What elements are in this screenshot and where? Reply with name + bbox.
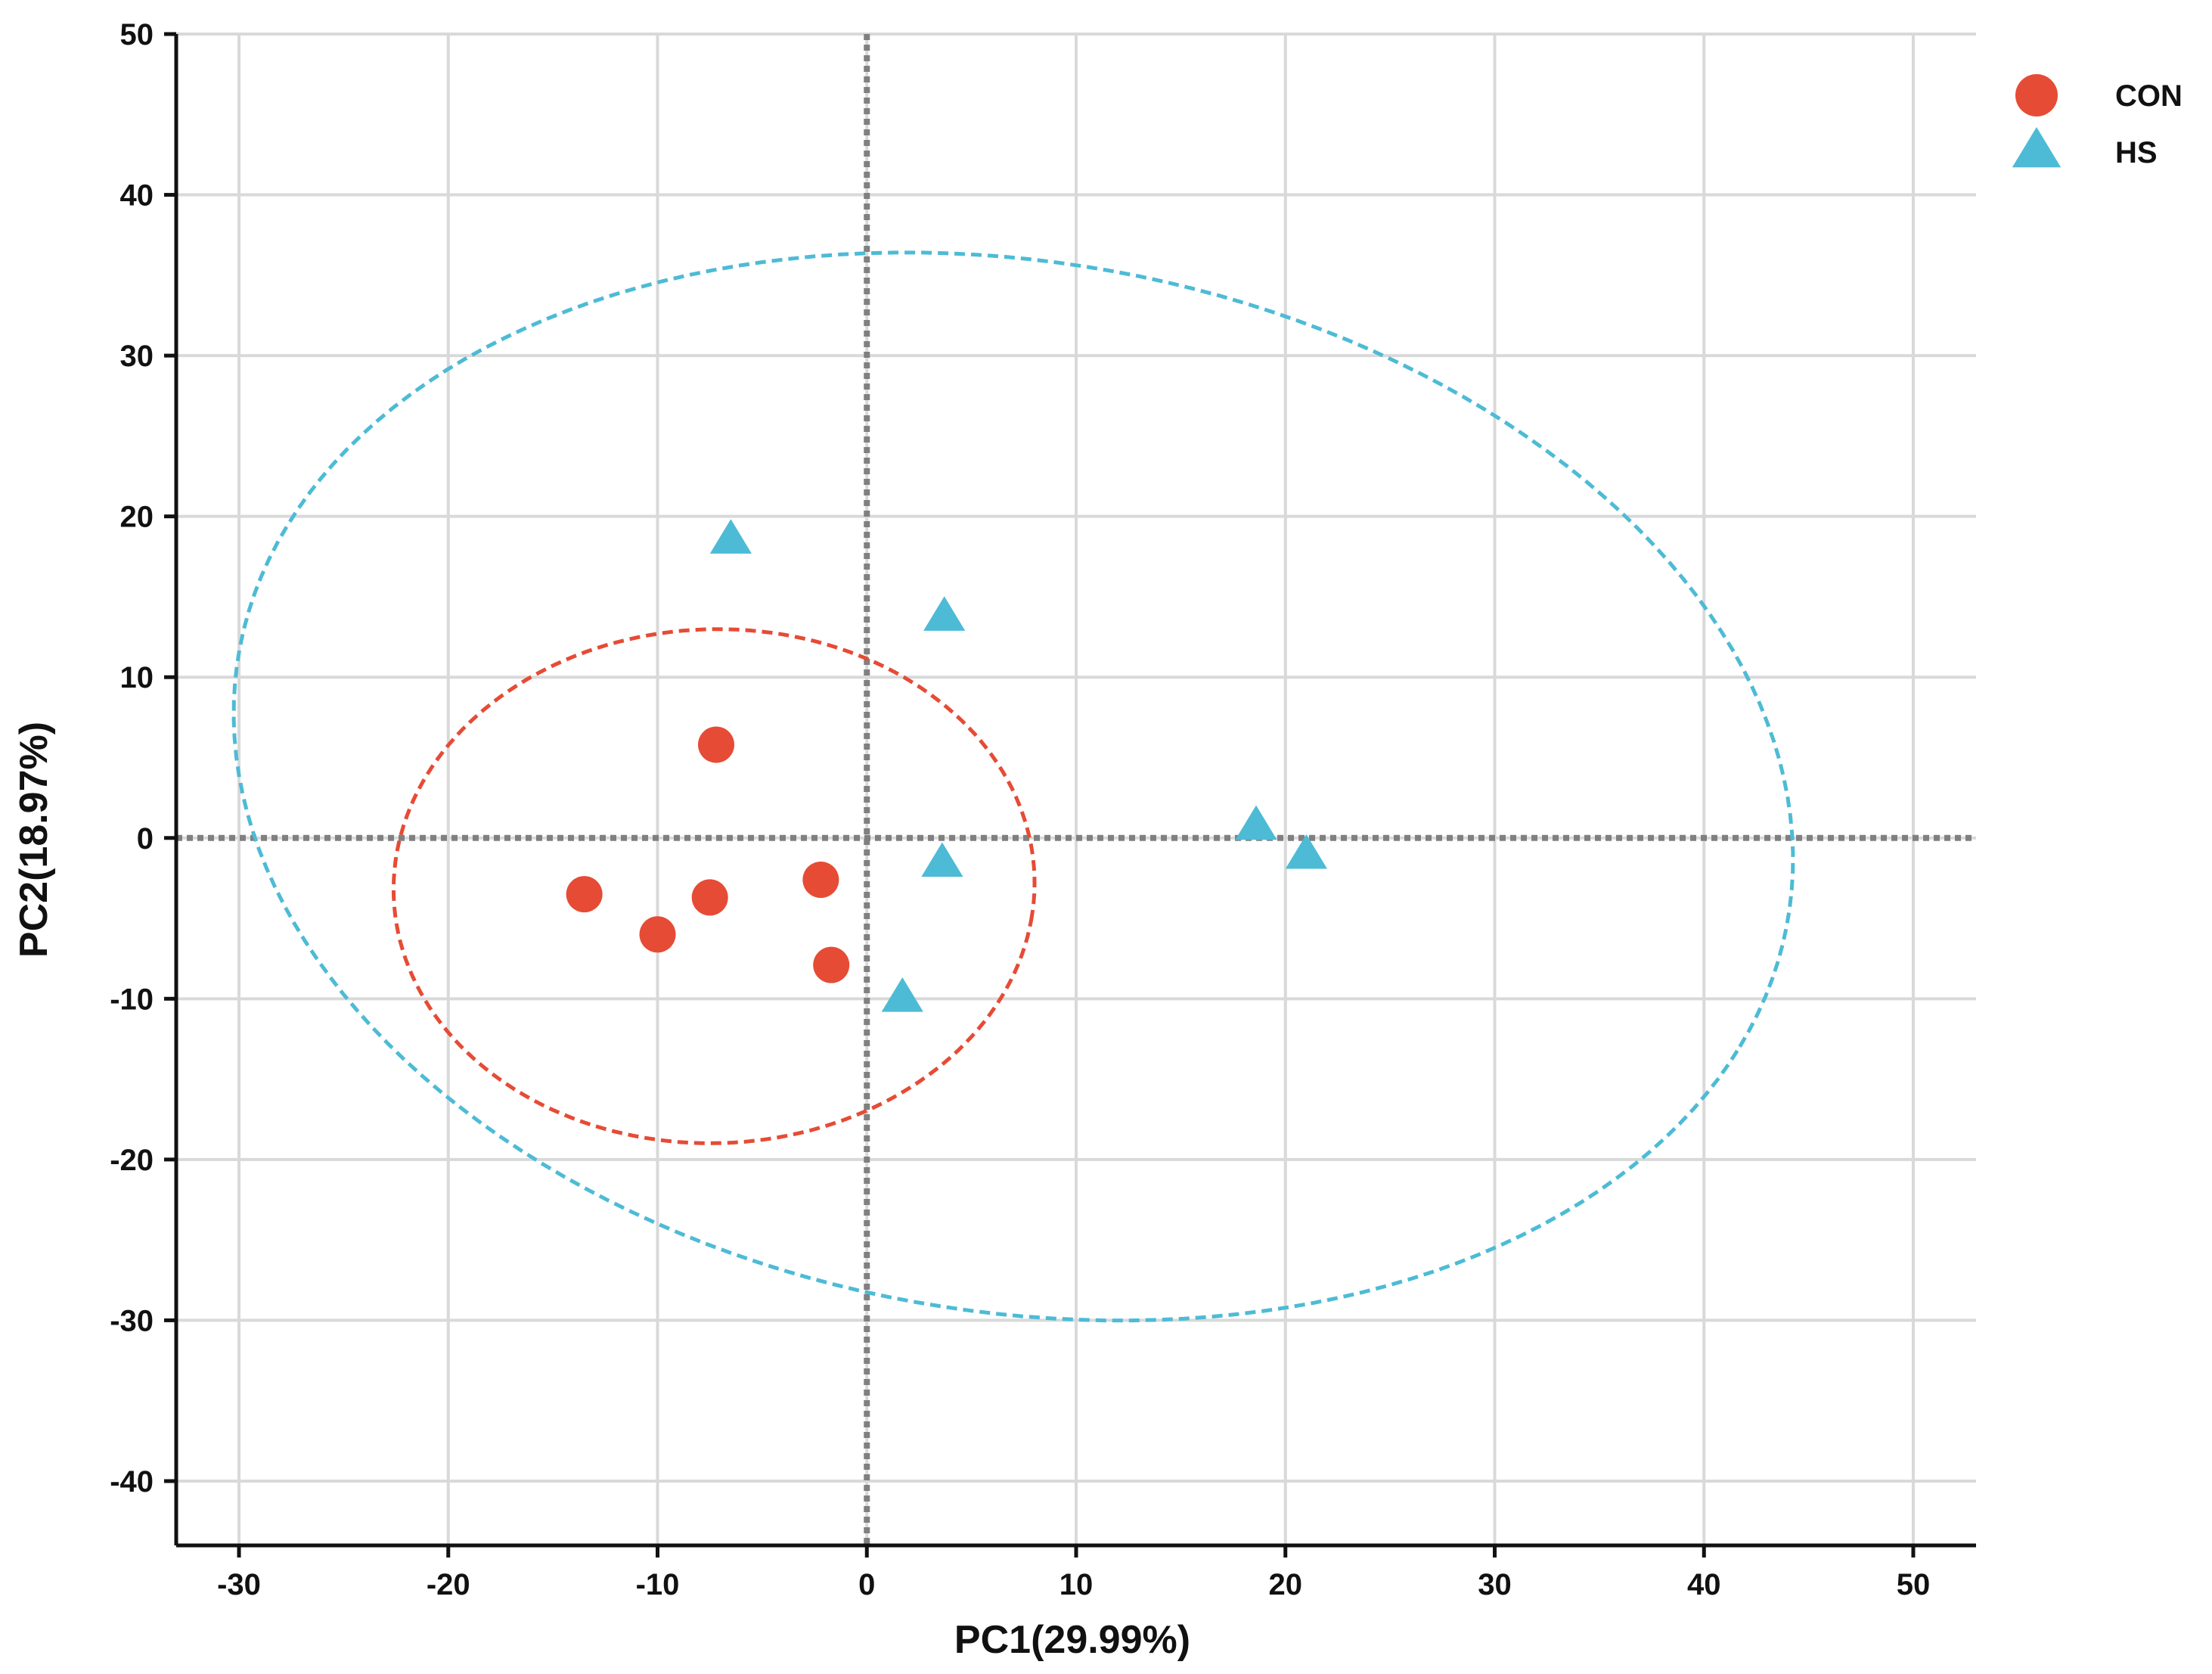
point-con [698, 726, 734, 763]
point-hs [1235, 805, 1277, 840]
y-tick-label: 50 [120, 18, 154, 51]
x-tick-label: 0 [858, 1568, 875, 1601]
confidence-ellipse-hs [231, 250, 1795, 1323]
point-hs [921, 842, 963, 877]
legend-label-con: CON [2115, 79, 2183, 113]
point-hs [709, 519, 752, 554]
y-tick-label: 10 [120, 661, 154, 694]
point-hs [881, 977, 923, 1012]
y-axis-title: PC2(18.97%) [12, 722, 56, 958]
confidence-ellipse-con [391, 627, 1037, 1145]
y-tick-label: 40 [120, 179, 154, 213]
x-tick-label: -20 [427, 1568, 470, 1601]
point-hs [923, 596, 966, 631]
x-tick-label: -10 [636, 1568, 680, 1601]
point-con [639, 916, 676, 953]
reference-lines [176, 34, 1976, 1545]
y-tick-label: -30 [110, 1304, 154, 1337]
grid-lines [176, 33, 1976, 1545]
point-con [813, 946, 850, 983]
y-tick-label: -10 [110, 983, 154, 1016]
x-tick-label: -30 [217, 1568, 261, 1601]
x-tick-label: 30 [1478, 1568, 1512, 1601]
data-points [566, 519, 1327, 1012]
point-con [566, 876, 603, 913]
x-tick-label: 20 [1268, 1568, 1302, 1601]
legend-marker-hs [2012, 127, 2062, 168]
tick-labels: -30 -20 -10 0 10 20 30 40 50 -40 -30 -20 -10 0 10 20 30 4… [110, 18, 1930, 1601]
y-tick-label: 0 [137, 822, 154, 856]
x-tick-label: 10 [1059, 1568, 1094, 1601]
point-con [802, 862, 839, 899]
y-tick-label: -40 [110, 1465, 154, 1499]
legend: CON HS [2012, 74, 2183, 169]
confidence-ellipses [231, 250, 1795, 1323]
legend-label-hs: HS [2115, 136, 2158, 169]
x-tick-label: 40 [1687, 1568, 1721, 1601]
legend-marker-con [2015, 74, 2058, 116]
point-con [691, 879, 728, 916]
x-tick-label: 50 [1897, 1568, 1931, 1601]
y-tick-label: 20 [120, 501, 154, 534]
point-hs [1285, 834, 1327, 869]
axes [164, 32, 1976, 1558]
y-tick-label: 30 [120, 340, 154, 373]
y-tick-label: -20 [110, 1144, 154, 1177]
x-axis-title: PC1(29.99%) [954, 1618, 1190, 1662]
